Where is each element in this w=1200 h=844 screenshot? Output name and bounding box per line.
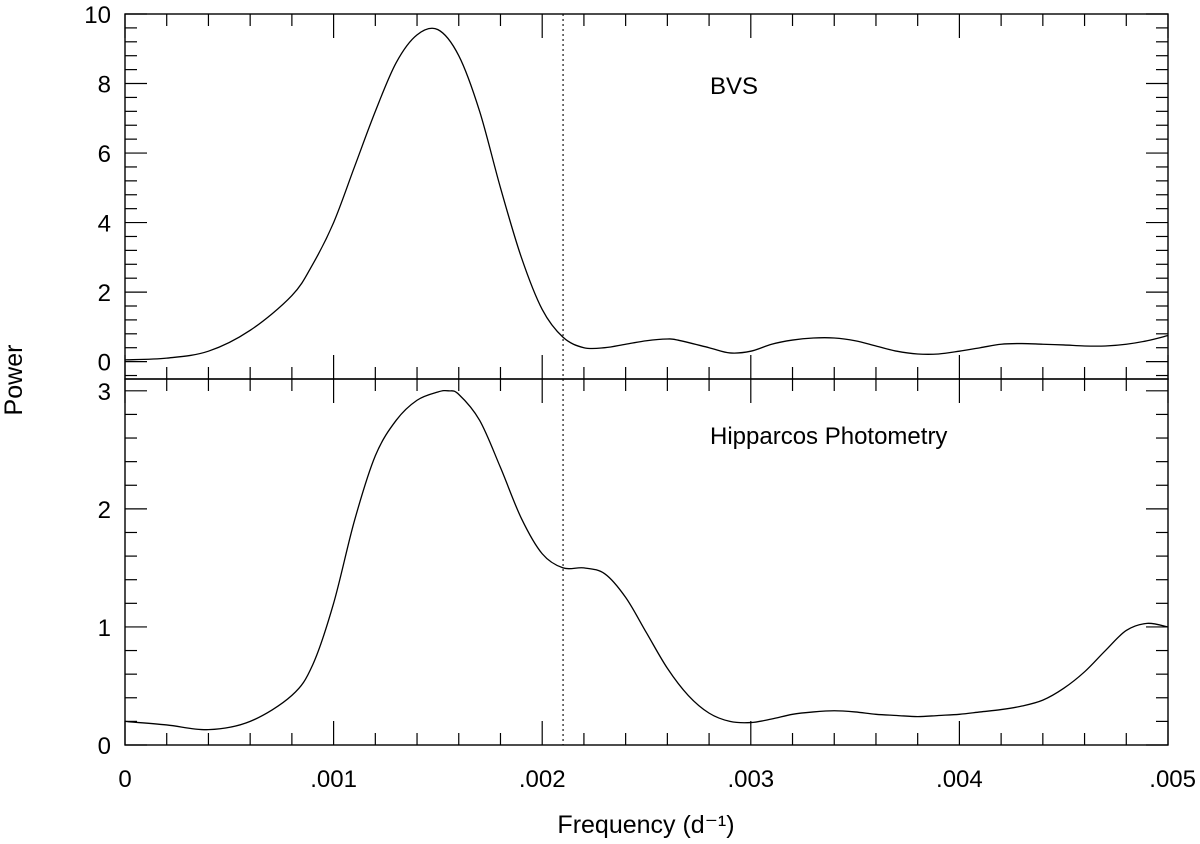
x-axis-label: Frequency (d⁻¹) (557, 811, 734, 839)
top-panel: 0 2 4 6 8 10 BVS (84, 2, 1169, 380)
y-tick-label: 2 (98, 497, 111, 524)
top-panel-frame (124, 13, 1169, 380)
x-tick-label: .001 (310, 766, 357, 793)
y-tick-label: 3 (98, 379, 111, 406)
bottom-panel-annotation: Hipparcos Photometry (710, 423, 947, 450)
y-tick-label: 1 (98, 615, 111, 642)
bottom-panel: 0 1 2 3 Hipparcos Photometry (98, 378, 1169, 760)
x-tick-label: .005 (1149, 766, 1196, 793)
y-tick-label: 8 (98, 72, 111, 99)
x-tick-label: .003 (727, 766, 774, 793)
bottom-panel-ticks (124, 379, 1169, 746)
bottom-panel-curve-group (124, 389, 1169, 731)
top-panel-curve-group (124, 27, 1169, 361)
x-tick-labels: 0 .001 .002 .003 .004 .005 (118, 766, 1196, 793)
bottom-panel-power-curve (124, 389, 1169, 731)
top-panel-annotation: BVS (710, 73, 758, 100)
y-tick-label: 10 (84, 2, 111, 29)
top-panel-ticks (124, 13, 1169, 379)
y-axis-label: Power (0, 345, 28, 416)
x-tick-label: .004 (936, 766, 983, 793)
y-tick-label: 0 (98, 733, 111, 760)
y-tick-label: 4 (98, 211, 111, 238)
top-panel-power-curve (124, 27, 1169, 361)
y-tick-label: 6 (98, 141, 111, 168)
top-panel-y-tick-labels: 0 2 4 6 8 10 (84, 2, 111, 377)
x-tick-label: 0 (118, 766, 131, 793)
bottom-panel-frame (124, 378, 1169, 746)
bottom-panel-y-tick-labels: 0 1 2 3 (98, 379, 111, 760)
y-tick-label: 0 (98, 350, 111, 377)
y-tick-label: 2 (98, 280, 111, 307)
x-tick-label: .002 (519, 766, 566, 793)
